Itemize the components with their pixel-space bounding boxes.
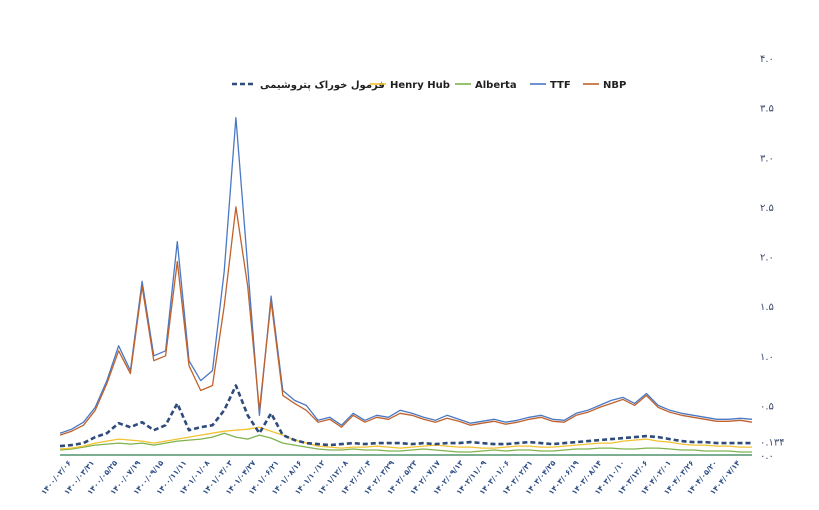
y-tick-label: ۰.۱۳۴: [760, 438, 785, 449]
series-line-3: [59, 116, 753, 434]
y-tick-label: ۳.۰: [760, 153, 774, 164]
legend-label: TTF: [550, 80, 571, 91]
series-line-0: [59, 384, 752, 448]
y-tick-label: ۲.۰: [760, 253, 774, 264]
legend-label: Alberta: [475, 80, 517, 91]
y-tick-label: ۰.۵: [760, 401, 774, 412]
y-tick-label: ۰.۰: [760, 451, 774, 462]
y-tick-label: ۴.۰: [760, 54, 774, 65]
y-axis: ۰.۰ ۰.۱۳۴ ۰.۵ ۱.۰ ۱.۵ ۲.۰ ۲.۵ ۳.۰ ۳.۵ ۴.۰: [760, 54, 785, 462]
y-tick-label: ۲.۵: [760, 203, 774, 214]
series-line-4: [59, 206, 753, 436]
chart-legend: فرمول خوراک پتروشیمی Henry Hub Alberta TTF N…: [232, 80, 626, 91]
series-line-2: [59, 432, 752, 453]
y-tick-label: ۱.۵: [760, 302, 774, 313]
y-tick-label: ۱.۰: [760, 352, 774, 363]
legend-label: Henry Hub: [390, 80, 450, 91]
plot-area: [59, 116, 753, 453]
series-line-1: [59, 426, 752, 450]
x-axis: ۱۴۰۰/۰۲/۰۶۱۴۰۰/۰۳/۳۱۱۴۰۰/۰۵/۲۵۱۴۰۰/۰۷/۱۹…: [39, 458, 742, 496]
legend-label: فرمول خوراک پتروشیمی: [260, 80, 385, 91]
y-tick-label: ۳.۵: [760, 104, 774, 115]
legend-label: NBP: [603, 80, 626, 91]
